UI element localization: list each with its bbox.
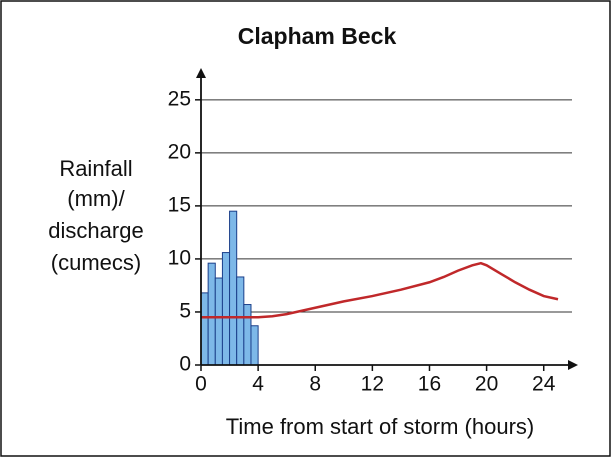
y-axis-label: (cumecs)	[51, 250, 141, 275]
x-tick-label: 16	[418, 373, 441, 396]
y-axis-label: (mm)/	[67, 186, 125, 211]
x-tick-label: 20	[475, 373, 498, 396]
y-tick-label: 10	[168, 246, 191, 269]
x-tick-label: 0	[195, 373, 207, 396]
x-tick-label: 8	[309, 373, 321, 396]
x-tick-label: 24	[532, 373, 556, 396]
rainfall-bar	[250, 325, 259, 366]
y-tick-label: 20	[168, 140, 191, 163]
x-tick-label: 4	[252, 373, 264, 396]
rainfall-bar	[243, 304, 252, 366]
y-axis-arrow	[196, 68, 206, 78]
rainfall-bar	[214, 277, 223, 366]
rainfall-bar	[207, 262, 216, 366]
y-tick-label: 25	[168, 87, 191, 110]
y-tick-label: 15	[168, 193, 191, 216]
rainfall-bar	[221, 252, 231, 366]
rainfall-bar	[229, 210, 238, 366]
y-axis-label: Rainfall	[59, 156, 132, 181]
y-tick-label: 0	[179, 353, 191, 376]
chart-title: Clapham Beck	[238, 23, 397, 49]
x-axis-label: Time from start of storm (hours)	[226, 414, 534, 439]
y-tick-label: 5	[179, 300, 191, 323]
discharge-line	[201, 261, 559, 319]
y-axis-label: discharge	[48, 218, 143, 243]
rainfall-bar	[200, 292, 209, 366]
rainfall-bar	[236, 276, 245, 366]
x-tick-label: 12	[361, 373, 384, 396]
x-axis-arrow	[568, 360, 578, 370]
